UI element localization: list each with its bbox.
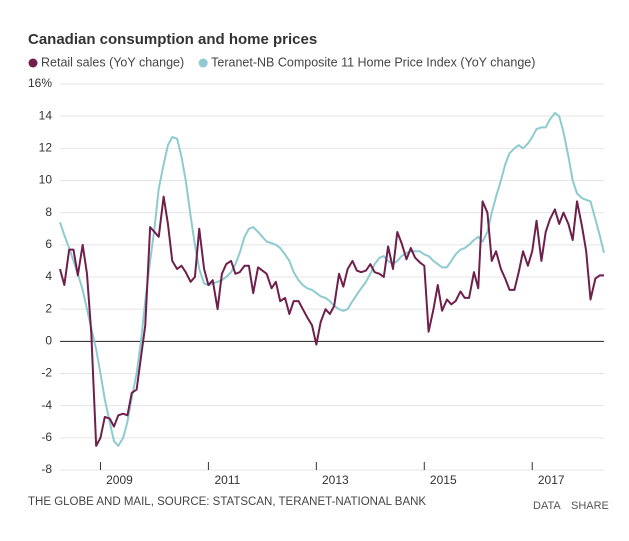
y-tick-label: 6 [45,237,52,251]
x-tick-label: 2013 [322,473,349,487]
source-note: THE GLOBE AND MAIL, SOURCE: STATSCAN, TE… [28,496,426,508]
y-tick-label: -2 [41,366,52,380]
series-line [59,195,604,447]
x-tick-label: 2009 [106,473,133,487]
y-tick-label: 14 [39,108,53,122]
data-button[interactable]: DATA [533,500,561,512]
legend-label: Teranet-NB Composite 11 Home Price Index… [211,55,535,69]
share-button[interactable]: SHARE [571,500,609,512]
legend-swatch [28,58,38,68]
y-tick-label: -8 [41,462,52,476]
legend-swatch [198,58,208,68]
series-line [59,111,605,447]
y-tick-label: -6 [41,430,52,444]
y-tick-label: 4 [45,269,52,283]
chart-title: Canadian consumption and home prices [28,31,317,48]
x-tick-label: 2017 [538,473,565,487]
y-tick-label: 12 [39,141,53,155]
y-tick-label: 10 [39,173,53,187]
y-tick-label: 0 [45,334,52,348]
y-tick-label: 16% [28,76,52,90]
y-tick-label: -4 [41,398,52,412]
legend-label: Retail sales (YoY change) [41,55,184,69]
y-tick-label: 2 [45,301,52,315]
x-tick-label: 2015 [430,473,457,487]
x-tick-label: 2011 [215,473,241,487]
y-tick-label: 8 [45,205,52,219]
